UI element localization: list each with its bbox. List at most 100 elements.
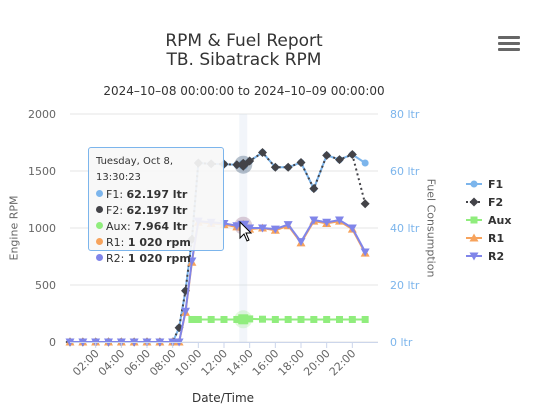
legend-label: R1 (488, 232, 504, 245)
data-point (283, 221, 293, 230)
chart-menu-button[interactable] (498, 36, 520, 56)
data-point (233, 315, 241, 323)
data-point (296, 157, 306, 167)
data-point (270, 225, 280, 234)
data-point (245, 156, 255, 166)
tooltip-series-value: 62.197 ltr (126, 204, 188, 217)
data-point (245, 224, 255, 233)
data-point (238, 314, 249, 325)
data-point (322, 150, 332, 160)
tooltip-row-r2: R2: 1 020 rpm (96, 251, 216, 267)
data-point (258, 147, 267, 157)
data-point (335, 155, 344, 165)
legend-item-f1[interactable]: F1 (466, 178, 503, 191)
y-right-tick-label: 60 ltr (390, 165, 420, 178)
legend-label: F2 (488, 196, 503, 209)
data-point (361, 315, 369, 323)
data-point (335, 216, 344, 225)
tooltip-row-r1: R1: 1 020 rpm (96, 235, 216, 251)
series-aux (188, 310, 369, 329)
legend-marker (469, 233, 479, 242)
mouse-cursor-icon (239, 220, 253, 242)
data-point (207, 315, 215, 323)
legend-item-r2[interactable]: R2 (466, 250, 504, 263)
y-left-tick-label: 2000 (28, 108, 56, 121)
tooltip-header: Tuesday, Oct 8, 13:30:23 (96, 156, 174, 183)
y-right-tick-label: 40 ltr (390, 222, 420, 235)
x-tick-label: 10:00 (173, 347, 205, 379)
legend-marker (470, 180, 478, 188)
x-tick-label: 22:00 (327, 347, 359, 379)
data-point (270, 162, 280, 172)
data-point (361, 159, 369, 167)
legend-item-r1[interactable]: R1 (466, 232, 504, 245)
data-point (309, 184, 319, 194)
data-point (336, 315, 343, 323)
date-range-subtitle: 2024–10–08 00:00:00 to 2024–10–09 00:00:… (103, 84, 385, 98)
legend-label: Aux (488, 214, 511, 227)
legend-marker (469, 197, 479, 207)
y-right-tick-label: 0 ltr (390, 336, 413, 349)
x-tick-label: 18:00 (276, 347, 308, 379)
data-point (323, 315, 331, 323)
x-tick-label: 04:00 (96, 347, 128, 379)
legend-marker (470, 216, 478, 224)
x-tick-label: 14:00 (224, 347, 256, 379)
cursor-arrow (239, 220, 253, 242)
x-axis-title: Date/Time (191, 391, 255, 405)
tooltip-series-name: F2 (106, 204, 120, 217)
y-axis-left-title: Engine RPM (7, 195, 21, 261)
tooltip-series-name: Aux (106, 220, 128, 233)
series-dot-icon (96, 222, 103, 229)
y-right-tick-label: 20 ltr (390, 279, 420, 292)
data-point (322, 218, 332, 227)
data-point (246, 315, 254, 323)
data-point (271, 315, 279, 323)
data-point (310, 315, 318, 323)
data-point (258, 224, 267, 233)
chart-title-device: TB. Sibatrack RPM (166, 50, 322, 70)
data-point (309, 216, 319, 225)
data-point (259, 315, 266, 323)
data-point (232, 222, 242, 231)
legend[interactable]: F1 F2 Aux R1 R2 (466, 178, 511, 263)
series-dot-icon (96, 238, 103, 245)
data-point (347, 149, 357, 159)
series-dot-icon (96, 206, 103, 213)
chart-title: RPM & Fuel Report (165, 31, 323, 51)
data-point (296, 238, 306, 247)
y-left-tick-label: 500 (35, 279, 56, 292)
legend-item-f2[interactable]: F2 (466, 196, 503, 209)
data-point (232, 160, 242, 170)
tooltip-series-name: R2 (106, 252, 121, 265)
data-point (188, 315, 196, 323)
y-left-tick-label: 1000 (28, 222, 56, 235)
tooltip-series-value: 1 020 rpm (127, 252, 191, 265)
data-point (283, 162, 293, 172)
legend-item-aux[interactable]: Aux (466, 214, 511, 227)
legend-marker (469, 252, 479, 261)
x-tick-label: 20:00 (301, 347, 333, 379)
x-tick-label: 08:00 (147, 347, 179, 379)
data-point (347, 224, 357, 233)
data-point (348, 315, 356, 323)
tooltip-series-name: F1 (106, 188, 120, 201)
tooltip-series-value: 7.964 ltr (134, 220, 188, 233)
tooltip-series-value: 62.197 ltr (126, 188, 188, 201)
hamburger-menu-icon (498, 36, 520, 39)
y-right-tick-label: 80 ltr (390, 108, 420, 121)
data-point (360, 199, 370, 209)
x-tick-label: 06:00 (122, 347, 154, 379)
data-point (297, 315, 305, 323)
legend-label: F1 (488, 178, 503, 191)
x-tick-label: 12:00 (199, 347, 231, 379)
series-dot-icon (96, 254, 103, 261)
data-point (194, 315, 202, 323)
data-point (181, 307, 190, 316)
x-tick-label: 16:00 (250, 347, 282, 379)
tooltip-rows: F1: 62.197 ltr F2: 62.197 ltr Aux: 7.964 l… (96, 187, 216, 267)
tooltip-series-value: 1 020 rpm (127, 236, 191, 249)
data-point (220, 315, 228, 323)
data-point (187, 257, 197, 266)
